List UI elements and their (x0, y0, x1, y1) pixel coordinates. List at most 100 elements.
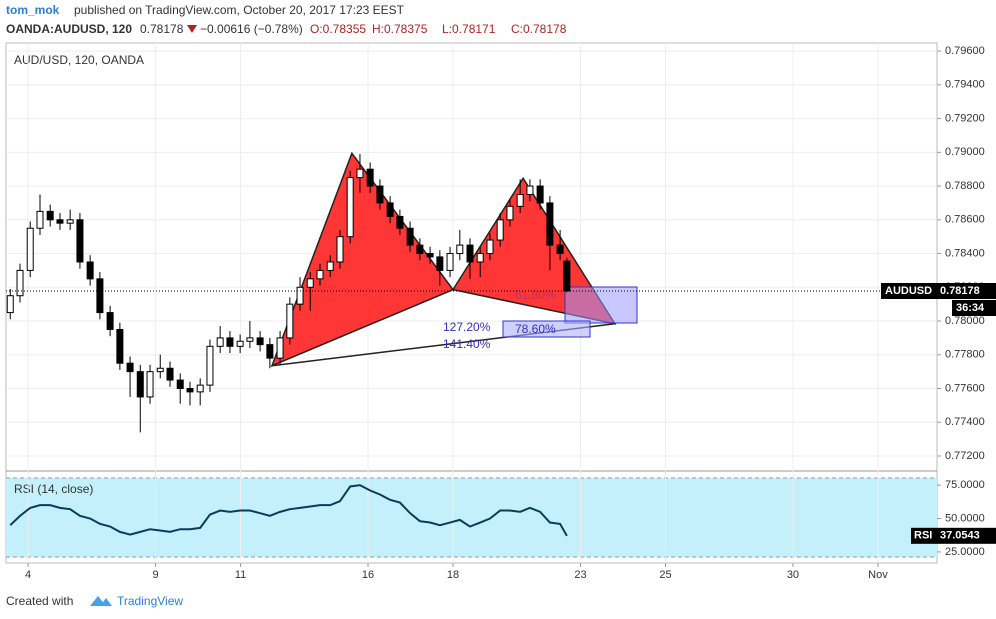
candle-body (406, 227, 414, 246)
y-tick-label: 0.77400 (945, 416, 985, 428)
candle-body (556, 244, 564, 255)
candle-body (366, 168, 374, 187)
rsi-box (911, 527, 996, 544)
fib-label: 61.80% (515, 288, 556, 302)
footer-brand[interactable]: TradingView (117, 594, 183, 608)
y-tick-label: 0.77800 (945, 349, 985, 361)
last: 0.78178 (140, 22, 184, 36)
fib-label: 78.60% (515, 322, 556, 336)
rsi-name: RSI (914, 530, 932, 542)
candle-body (226, 337, 234, 347)
candle-body (386, 202, 394, 217)
candle-body (456, 244, 464, 255)
candle-body (486, 239, 494, 255)
candle-body (356, 168, 364, 179)
y-tick-label: 0.79400 (945, 79, 985, 91)
candle-body (563, 260, 571, 292)
last-value: 0.78178 (940, 285, 980, 297)
candle-body (526, 185, 534, 195)
y-tick-label: 25.0000 (945, 546, 985, 558)
countdown: 36:34 (956, 302, 985, 314)
fib-box (564, 286, 638, 324)
candle-body (76, 219, 84, 263)
candle-body (376, 185, 384, 204)
candle-body (516, 193, 524, 207)
y-tick-label: 0.79600 (945, 45, 985, 57)
candle-body (36, 210, 44, 229)
candle-body (466, 244, 474, 263)
candle-body (476, 253, 484, 263)
candle-body (266, 344, 274, 359)
candle-body (86, 261, 94, 280)
candle-body (6, 295, 14, 314)
candle-body (436, 256, 444, 271)
logo (90, 596, 112, 606)
last-price-box (881, 282, 996, 299)
fib-box (502, 320, 591, 338)
candle-body (156, 367, 164, 373)
y-tick-label: 0.78600 (945, 214, 985, 226)
frame (5, 42, 938, 564)
x-tick-label: 9 (153, 569, 159, 581)
candle-body (326, 261, 334, 271)
chart-title: AUD/USD, 120, OANDA (14, 53, 144, 67)
candle-body (296, 286, 304, 305)
candle-body (16, 269, 24, 297)
candle-body (166, 367, 174, 381)
x-tick-label: 16 (362, 569, 374, 581)
candle-body (206, 345, 214, 386)
footer-created: Created with (6, 594, 73, 608)
last-label: AUDUSD (885, 285, 932, 297)
candle-body (506, 205, 514, 221)
x-tick-label: 18 (447, 569, 459, 581)
change: −0.00616 (−0.78%) (200, 22, 303, 36)
candle-body (66, 219, 74, 224)
candle-body (446, 253, 454, 271)
candle-body (46, 210, 54, 221)
y-tick-label: 0.77600 (945, 382, 985, 394)
fib-label: 127.20% (443, 320, 491, 334)
close: C:0.78178 (511, 22, 567, 36)
candle-body (426, 253, 434, 258)
candle-body (26, 227, 34, 271)
y-tick-label: 0.78800 (945, 180, 985, 192)
candle-body (256, 337, 264, 346)
y-tick-label: 75.0000 (945, 479, 985, 491)
y-tick-label: 50.0000 (945, 512, 985, 524)
y-tick-label: 0.78000 (945, 315, 985, 327)
candle-body (416, 244, 424, 255)
x-tick-label: Nov (868, 569, 888, 581)
candle-body (96, 278, 104, 314)
candle-body (146, 371, 154, 398)
candle-body (246, 337, 254, 342)
x-tick-label: 25 (659, 569, 671, 581)
candle-body (136, 371, 144, 398)
x-tick-label: 11 (235, 569, 246, 581)
rsi-value: 37.0543 (940, 530, 980, 542)
fib-label: 141.40% (443, 337, 491, 351)
down-arrow (187, 25, 197, 33)
high: H:0.78375 (372, 22, 428, 36)
y-tick-label: 0.79000 (945, 146, 985, 158)
candle-body (236, 340, 244, 347)
candle-body (316, 269, 324, 280)
x-tick-label: 30 (787, 569, 799, 581)
symbol: OANDA:AUDUSD, 120 (6, 22, 132, 36)
candle-body (176, 379, 184, 390)
candle-body (536, 185, 544, 204)
candle-body (116, 328, 124, 364)
candle-body (546, 202, 554, 246)
low: L:0.78171 (442, 22, 496, 36)
y-tick-label: 0.78400 (945, 247, 985, 259)
candle-body (306, 278, 314, 288)
candle-body (396, 215, 404, 229)
x-tick-label: 4 (25, 569, 31, 581)
candle-body (196, 384, 204, 393)
pattern-xab (270, 151, 455, 368)
candle-body (216, 337, 224, 347)
x-tick-label: 23 (574, 569, 586, 581)
publisher[interactable]: tom_mok (6, 3, 60, 17)
y-tick-label: 0.77200 (945, 450, 985, 462)
